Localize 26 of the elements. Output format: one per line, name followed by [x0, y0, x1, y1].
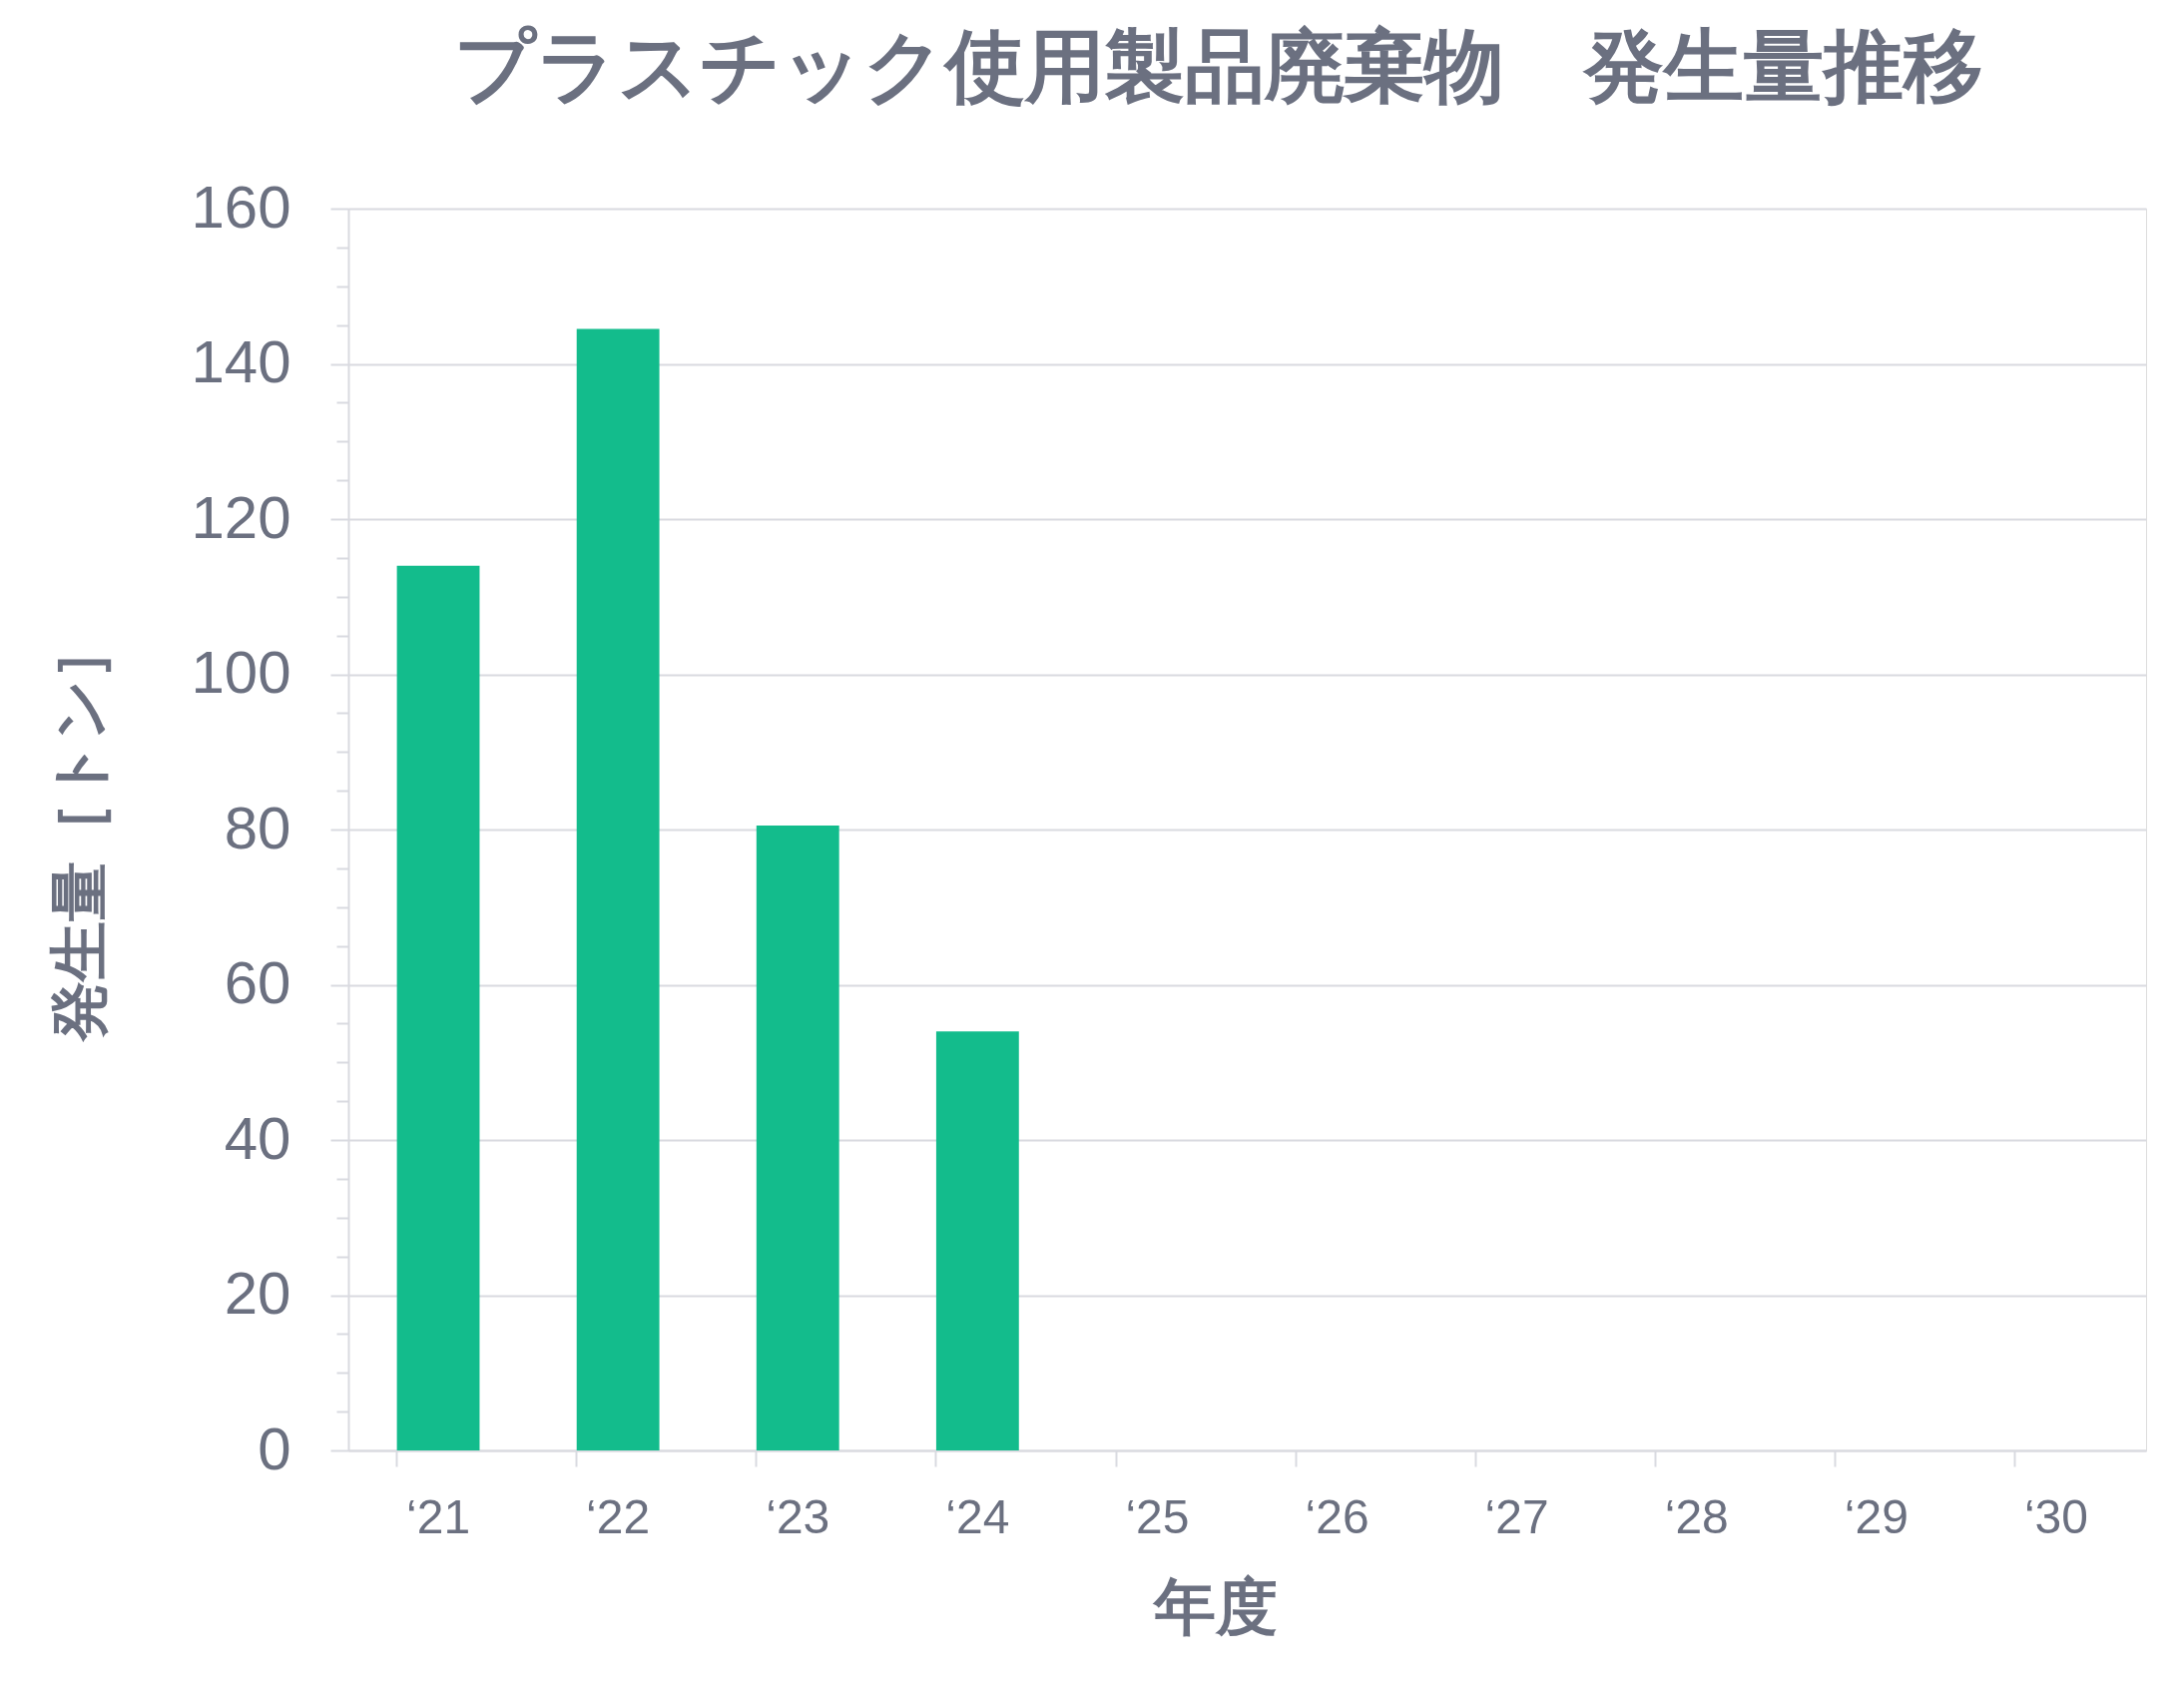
- y-tick-label: 20: [224, 1260, 291, 1327]
- y-tick-label: 160: [191, 173, 291, 241]
- y-tick-label: 40: [224, 1104, 291, 1172]
- bar: [935, 1031, 1019, 1450]
- y-tick-label: 80: [224, 794, 291, 861]
- x-tick-label: ‘25: [1125, 1489, 1190, 1543]
- x-tick-label: ‘26: [1305, 1489, 1369, 1543]
- bar: [756, 826, 839, 1450]
- y-tick-label: 140: [191, 328, 291, 395]
- x-tick-label: ‘24: [945, 1489, 1010, 1543]
- y-tick-label: 60: [224, 949, 291, 1016]
- x-tick-label: ‘27: [1484, 1489, 1549, 1543]
- x-tick-label: ‘21: [406, 1489, 471, 1543]
- x-tick-label: ‘29: [1844, 1489, 1909, 1543]
- x-axis-title: 年度: [1151, 1571, 1278, 1641]
- y-axis-title: 発生量［トン］: [46, 619, 114, 1043]
- x-tick-label: ‘23: [766, 1489, 830, 1543]
- y-tick-label: 100: [191, 639, 291, 706]
- x-tick-label: ‘28: [1664, 1489, 1729, 1543]
- chart-title: プラスチック使用製品廃棄物 発生量推移: [453, 22, 1983, 111]
- y-tick-label: 0: [258, 1414, 291, 1482]
- x-tick-label: ‘22: [586, 1489, 651, 1543]
- y-tick-label: 120: [191, 483, 291, 551]
- x-tick-label: ‘30: [2023, 1489, 2088, 1543]
- bar: [576, 328, 660, 1450]
- bar: [396, 565, 480, 1450]
